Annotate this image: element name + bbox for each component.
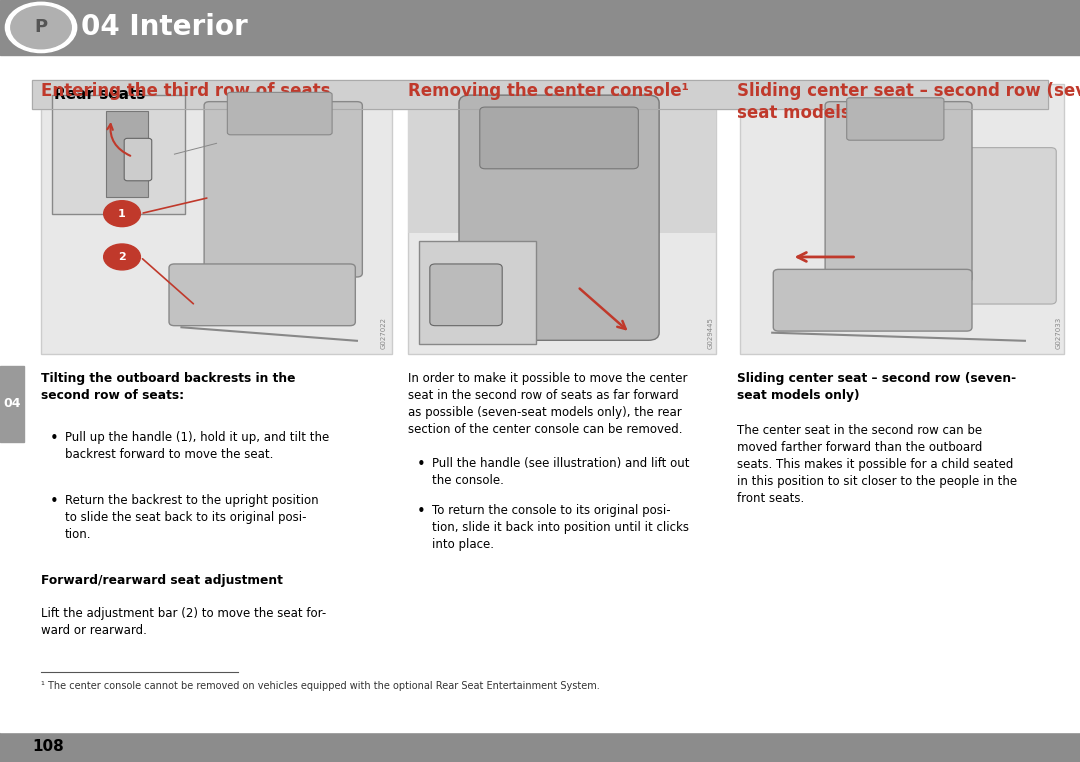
Text: To return the console to its original posi-
tion, slide it back into position un: To return the console to its original po… <box>432 504 689 552</box>
Text: 04: 04 <box>3 397 21 411</box>
Bar <box>32 80 1048 109</box>
Text: G027022: G027022 <box>380 317 387 349</box>
FancyBboxPatch shape <box>170 264 355 325</box>
Bar <box>52 94 186 213</box>
Text: 2: 2 <box>118 252 126 262</box>
Text: G027033: G027033 <box>1055 317 1062 349</box>
Text: ¹ The center console cannot be removed on vehicles equipped with the optional Re: ¹ The center console cannot be removed o… <box>41 681 599 691</box>
FancyBboxPatch shape <box>228 92 333 135</box>
Text: In order to make it possible to move the center
seat in the second row of seats : In order to make it possible to move the… <box>408 372 688 436</box>
Text: Pull up the handle (1), hold it up, and tilt the
backrest forward to move the se: Pull up the handle (1), hold it up, and … <box>65 431 329 461</box>
Text: Removing the center console¹: Removing the center console¹ <box>408 82 689 101</box>
Circle shape <box>104 244 140 270</box>
Circle shape <box>5 2 77 53</box>
Text: The center seat in the second row can be
moved farther forward than the outboard: The center seat in the second row can be… <box>737 424 1016 504</box>
Text: Entering the third row of seats: Entering the third row of seats <box>41 82 330 101</box>
Text: •: • <box>50 431 58 447</box>
Text: P: P <box>35 18 48 37</box>
Text: Forward/rearward seat adjustment: Forward/rearward seat adjustment <box>41 574 283 587</box>
Text: Lift the adjustment bar (2) to move the seat for-
ward or rearward.: Lift the adjustment bar (2) to move the … <box>41 607 326 637</box>
Bar <box>41 84 392 354</box>
Bar <box>0 366 24 442</box>
FancyBboxPatch shape <box>430 264 502 325</box>
FancyBboxPatch shape <box>459 95 659 341</box>
Bar <box>0 725 1080 732</box>
Text: •: • <box>50 494 58 509</box>
Bar <box>408 84 716 232</box>
Circle shape <box>104 200 140 226</box>
Bar <box>419 241 536 344</box>
Text: Rear seats: Rear seats <box>54 87 146 102</box>
Text: G029445: G029445 <box>707 317 714 349</box>
FancyBboxPatch shape <box>825 101 972 283</box>
Text: 108: 108 <box>32 739 64 754</box>
Text: Pull the handle (see illustration) and lift out
the console.: Pull the handle (see illustration) and l… <box>432 457 689 487</box>
Bar <box>0 732 1080 762</box>
FancyBboxPatch shape <box>773 270 972 331</box>
Text: Return the backrest to the upright position
to slide the seat back to its origin: Return the backrest to the upright posit… <box>65 494 319 541</box>
Text: •: • <box>417 504 426 520</box>
Circle shape <box>11 6 71 49</box>
Bar <box>740 84 1064 354</box>
FancyBboxPatch shape <box>847 98 944 140</box>
FancyBboxPatch shape <box>124 139 151 181</box>
Text: Sliding center seat – second row (seven-
seat models only): Sliding center seat – second row (seven-… <box>737 372 1015 402</box>
Text: Sliding center seat – second row (seven-
seat models only): Sliding center seat – second row (seven-… <box>737 82 1080 123</box>
Bar <box>106 110 148 197</box>
Bar <box>0 0 1080 55</box>
Bar <box>32 80 1048 109</box>
FancyBboxPatch shape <box>480 107 638 169</box>
Text: •: • <box>417 457 426 472</box>
Text: 1: 1 <box>118 209 126 219</box>
Text: 04 Interior: 04 Interior <box>81 14 247 41</box>
Bar <box>408 84 716 354</box>
Text: Tilting the outboard backrests in the
second row of seats:: Tilting the outboard backrests in the se… <box>41 372 296 402</box>
FancyBboxPatch shape <box>955 148 1056 304</box>
FancyBboxPatch shape <box>204 101 363 277</box>
